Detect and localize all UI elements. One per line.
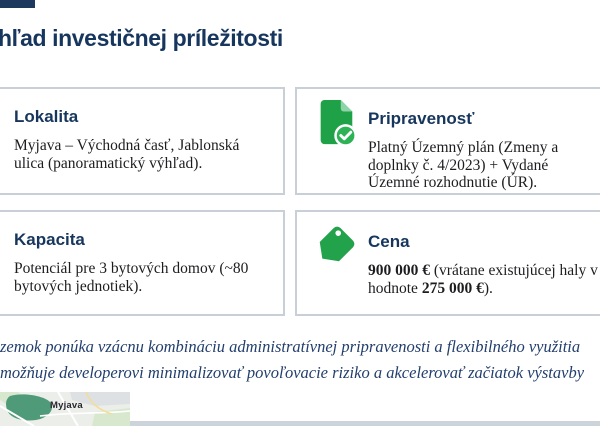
card-kapacita: Kapacita Potenciál pre 3 bytových domov … <box>0 210 285 316</box>
card-cena: Cena 900 000 € (vrátane existujúcej haly… <box>295 210 600 316</box>
card-pripravenost: Pripravenosť Platný Územný plán (Zmeny a… <box>295 87 600 195</box>
map-image <box>0 392 130 426</box>
summary-line-1: zemok ponúka vzácnu kombináciu administr… <box>0 337 581 356</box>
hall-value: 275 000 € <box>421 279 484 297</box>
price-note: (vrátane existujúcej haly v hodnote <box>368 262 598 297</box>
card-pripravenost-title: Pripravenosť <box>368 109 475 128</box>
card-lokalita-title: Lokalita <box>14 107 79 126</box>
price-note-end: ). <box>483 279 493 297</box>
map-town-label: Myjava <box>50 400 83 411</box>
price-tag-icon <box>313 222 359 268</box>
card-cena-title: Cena <box>368 232 410 251</box>
map-thumbnail: Myjava <box>0 392 130 426</box>
card-cena-body: 900 000 € (vrátane existujúcej haly v ho… <box>368 262 600 297</box>
page-title: hľad investičnej príležitosti <box>0 25 283 51</box>
top-accent-bar <box>0 0 35 8</box>
card-kapacita-title: Kapacita <box>14 230 85 249</box>
document-check-icon <box>313 99 359 147</box>
card-pripravenost-body: Platný Územný plán (Zmeny a doplnky č. 4… <box>368 139 559 191</box>
price-value: 900 000 € <box>368 262 430 279</box>
card-lokalita: Lokalita Myjava – Východná časť, Jablons… <box>0 87 285 195</box>
summary-line-2: možňuje developerovi minimalizovať povoľ… <box>0 363 585 382</box>
card-lokalita-body: Myjava – Východná časť, Jablonská ulica … <box>14 137 240 172</box>
card-kapacita-body: Potenciál pre 3 bytových domov (~80 byto… <box>14 260 249 295</box>
bottom-divider-band <box>0 421 600 426</box>
